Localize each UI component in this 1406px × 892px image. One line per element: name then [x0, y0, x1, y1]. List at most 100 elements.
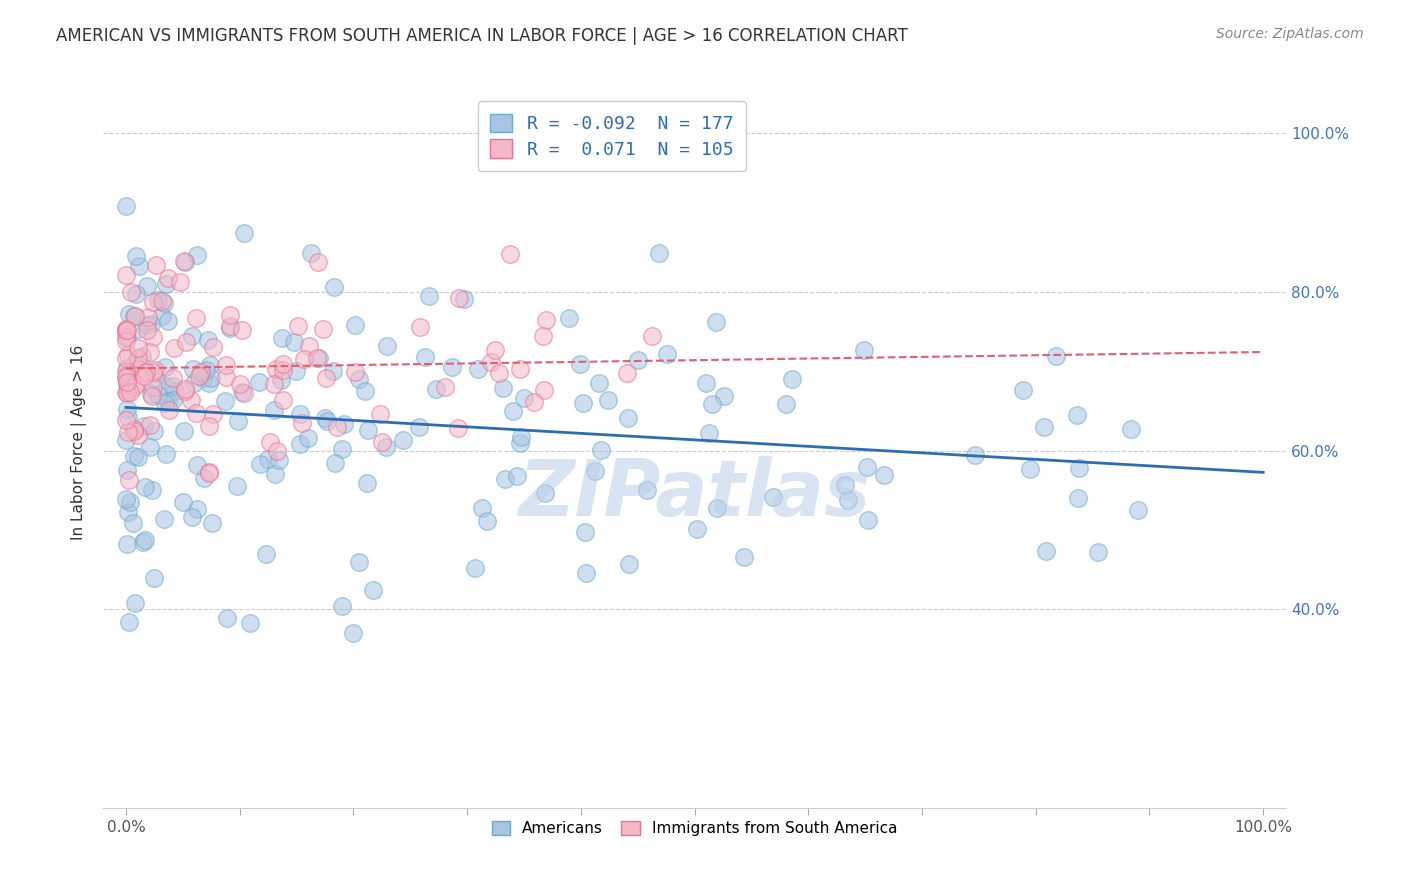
- Point: [271, 357, 294, 371]
- Point: [294, 352, 316, 367]
- Point: [271, 392, 294, 407]
- Point: [965, 448, 987, 462]
- Point: [575, 566, 598, 580]
- Point: [132, 418, 155, 433]
- Point: [198, 376, 221, 391]
- Point: [173, 254, 195, 268]
- Point: [127, 322, 149, 336]
- Point: [256, 452, 278, 467]
- Point: [229, 377, 252, 392]
- Point: [117, 506, 139, 520]
- Point: [115, 323, 138, 337]
- Point: [247, 375, 270, 389]
- Point: [115, 413, 138, 427]
- Point: [183, 376, 205, 391]
- Point: [194, 362, 217, 376]
- Point: [371, 435, 394, 450]
- Point: [127, 427, 149, 442]
- Point: [509, 435, 531, 450]
- Point: [181, 362, 204, 376]
- Point: [127, 351, 149, 366]
- Point: [449, 291, 471, 305]
- Point: [153, 359, 176, 374]
- Point: [332, 417, 354, 432]
- Point: [509, 362, 531, 376]
- Point: [218, 320, 240, 334]
- Point: [1087, 545, 1109, 559]
- Point: [143, 363, 166, 377]
- Point: [118, 615, 141, 630]
- Point: [686, 522, 709, 536]
- Point: [591, 442, 613, 457]
- Point: [347, 371, 370, 385]
- Point: [264, 361, 287, 376]
- Point: [128, 361, 150, 376]
- Point: [290, 407, 312, 421]
- Point: [200, 371, 222, 385]
- Point: [215, 610, 238, 624]
- Point: [200, 358, 222, 372]
- Point: [115, 331, 138, 345]
- Point: [215, 370, 238, 384]
- Point: [447, 420, 470, 434]
- Point: [494, 472, 516, 486]
- Point: [315, 371, 337, 385]
- Point: [115, 371, 138, 385]
- Point: [186, 248, 208, 262]
- Point: [425, 382, 447, 396]
- Point: [368, 407, 391, 421]
- Point: [115, 368, 138, 382]
- Point: [197, 467, 219, 481]
- Point: [307, 255, 329, 269]
- Point: [124, 421, 146, 435]
- Point: [354, 384, 377, 399]
- Point: [165, 384, 187, 398]
- Point: [135, 322, 157, 336]
- Point: [1035, 543, 1057, 558]
- Point: [115, 360, 138, 375]
- Point: [120, 285, 142, 300]
- Point: [139, 441, 162, 455]
- Point: [150, 294, 173, 309]
- Point: [418, 289, 440, 303]
- Point: [558, 311, 581, 326]
- Point: [375, 339, 398, 353]
- Point: [233, 226, 256, 240]
- Point: [1126, 503, 1149, 517]
- Point: [172, 495, 194, 509]
- Point: [326, 419, 349, 434]
- Point: [201, 340, 224, 354]
- Point: [498, 247, 520, 261]
- Point: [153, 396, 176, 410]
- Legend: Americans, Immigrants from South America: Americans, Immigrants from South America: [484, 814, 905, 844]
- Point: [733, 550, 755, 565]
- Point: [356, 475, 378, 490]
- Point: [125, 377, 148, 392]
- Point: [127, 341, 149, 355]
- Point: [441, 360, 464, 375]
- Point: [115, 324, 138, 338]
- Point: [150, 309, 173, 323]
- Point: [297, 431, 319, 445]
- Point: [1069, 461, 1091, 475]
- Point: [408, 319, 430, 334]
- Point: [155, 447, 177, 461]
- Point: [186, 407, 208, 421]
- Point: [263, 403, 285, 417]
- Point: [492, 381, 515, 395]
- Point: [214, 393, 236, 408]
- Point: [173, 255, 195, 269]
- Text: Source: ZipAtlas.com: Source: ZipAtlas.com: [1216, 27, 1364, 41]
- Point: [162, 393, 184, 408]
- Point: [264, 467, 287, 482]
- Point: [225, 479, 247, 493]
- Point: [201, 407, 224, 421]
- Point: [122, 425, 145, 439]
- Y-axis label: In Labor Force | Age > 16: In Labor Force | Age > 16: [72, 345, 87, 541]
- Point: [121, 516, 143, 530]
- Point: [142, 295, 165, 310]
- Point: [572, 395, 595, 409]
- Point: [233, 386, 256, 401]
- Point: [342, 626, 364, 640]
- Point: [139, 417, 162, 432]
